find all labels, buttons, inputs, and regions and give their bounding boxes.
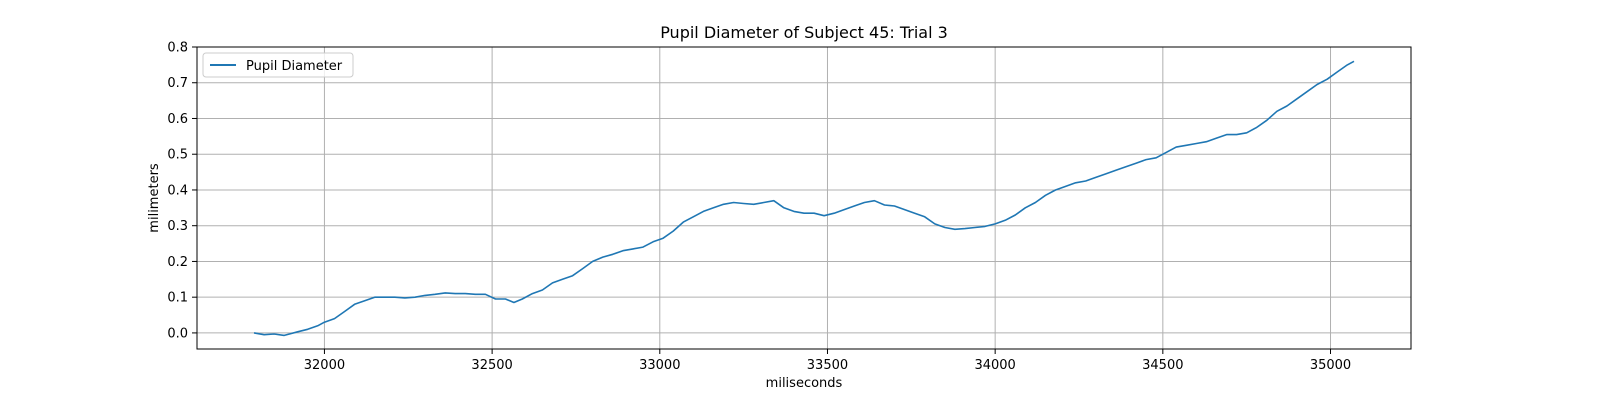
x-axis-ticks: 32000 32500 33000 33500 34000 34500 35000: [304, 349, 1351, 373]
x-axis-title: miliseconds: [766, 376, 843, 391]
series-layer: [253, 60, 1355, 337]
y-tick-label: 0.5: [167, 148, 188, 163]
plot-frame: [196, 46, 1412, 350]
x-tick-label: 32500: [471, 358, 512, 373]
x-tick-label: 32000: [304, 358, 345, 373]
y-axis-ticks: 0.0 0.1 0.2 0.3 0.4 0.5 0.6 0.7 0.8: [167, 41, 197, 341]
y-tick-label: 0.6: [167, 112, 188, 127]
y-tick-label: 0.0: [167, 326, 188, 341]
x-tick-label: 33000: [639, 358, 680, 373]
legend-label-pupil-diameter: Pupil Diameter: [246, 59, 343, 74]
y-tick-label: 0.4: [167, 183, 188, 198]
series-line-pupil-diameter: [253, 60, 1355, 337]
y-tick-label: 0.8: [167, 41, 188, 56]
chart-title: Pupil Diameter of Subject 45: Trial 3: [660, 23, 948, 42]
y-tick-label: 0.1: [167, 291, 188, 306]
x-tick-label: 35000: [1310, 358, 1351, 373]
y-tick-label: 0.7: [167, 76, 188, 91]
legend-box: [202, 52, 354, 78]
y-axis-title: milimeters: [147, 163, 162, 233]
y-tick-label: 0.2: [167, 255, 188, 270]
x-tick-label: 34500: [1142, 358, 1183, 373]
y-tick-label: 0.3: [167, 219, 188, 234]
x-tick-label: 33500: [807, 358, 848, 373]
x-tick-label: 34000: [974, 358, 1015, 373]
legend: Pupil Diameter: [202, 52, 354, 78]
